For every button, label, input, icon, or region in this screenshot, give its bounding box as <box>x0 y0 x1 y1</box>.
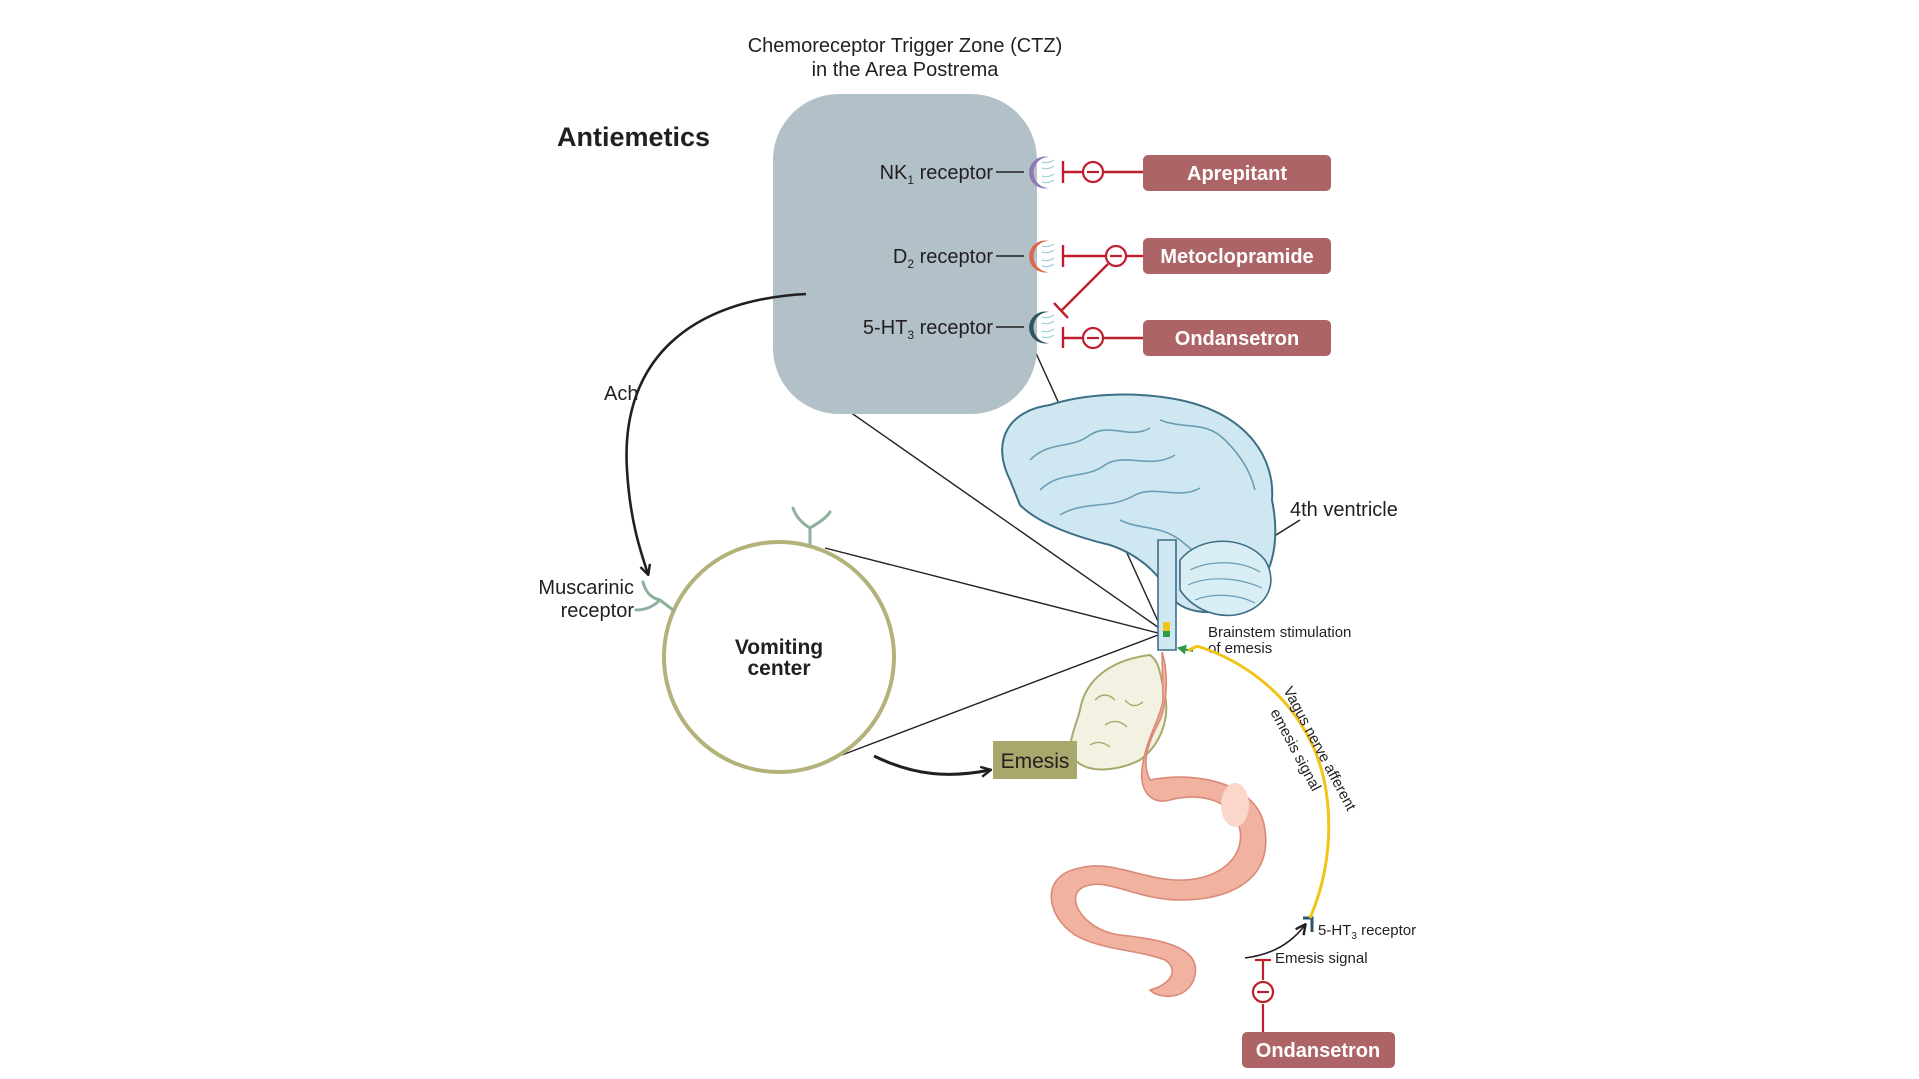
drug-metoclopramide: Metoclopramide <box>1143 238 1331 274</box>
ctz-box <box>773 94 1037 414</box>
emesis-signal-label: Emesis signal <box>1275 950 1368 967</box>
brainstem <box>1157 539 1177 651</box>
drug-ondansetron-gut: Ondansetron <box>1242 1032 1395 1068</box>
5ht3-receptor: 5-HT3 receptor <box>863 311 1055 344</box>
drug-ondansetron: Ondansetron <box>1143 320 1331 356</box>
vomiting-center-label-line1: Vomiting <box>735 636 823 659</box>
brain-illustration <box>1001 393 1277 651</box>
ach-label: Ach <box>604 383 638 405</box>
5ht3-receptor-icon <box>1029 311 1049 344</box>
gut-5ht3-receptor-icon <box>1303 916 1314 932</box>
emesis-arrow <box>873 754 990 774</box>
cerebellum <box>1179 540 1272 617</box>
drug-aprepitant-label: Aprepitant <box>1187 163 1287 185</box>
muscarinic-label-line1: Muscarinic <box>538 577 634 599</box>
stomach-highlight <box>1221 783 1249 827</box>
brainstem-stimulation-label-line1: Brainstem stimulation <box>1208 624 1351 641</box>
muscarinic-label-line2: receptor <box>561 600 635 622</box>
drug-aprepitant: Aprepitant <box>1143 155 1331 191</box>
drug-metoclopramide-label: Metoclopramide <box>1160 246 1313 268</box>
nk1-receptor-icon <box>1029 156 1049 189</box>
diagram-title-line2: in the Area Postrema <box>812 59 1000 81</box>
inhibition-lines <box>1053 161 1143 348</box>
gut-inhibition <box>1251 958 1275 1035</box>
emesis-box: Emesis <box>993 741 1077 779</box>
ach-arrow <box>625 292 807 574</box>
fourth-ventricle-label: 4th ventricle <box>1290 499 1398 521</box>
emesis-label: Emesis <box>1001 750 1070 773</box>
vagus-nerve-path <box>1187 645 1331 919</box>
diagram-title-line1: Chemoreceptor Trigger Zone (CTZ) <box>748 35 1063 57</box>
inhibit-minus-icons <box>1081 160 1128 350</box>
antiemetics-heading: Antiemetics <box>557 122 710 152</box>
nk1-receptor-label: NK1 receptor <box>880 162 994 187</box>
d2-receptor-icon <box>1029 240 1049 273</box>
gut-emesis-arrow <box>1244 925 1305 959</box>
drug-ondansetron-label: Ondansetron <box>1175 328 1299 350</box>
drug-ondansetron-gut-label: Ondansetron <box>1256 1040 1380 1062</box>
muscarinic-receptor-icon <box>634 506 832 612</box>
nk1-receptor: NK1 receptor <box>880 156 1055 189</box>
emetic-organ-illustration <box>1069 653 1168 771</box>
d2-receptor: D2 receptor <box>893 240 1055 273</box>
brainstem-stimulation-label-line2: of emesis <box>1208 640 1272 657</box>
vomiting-center-label-line2: center <box>747 657 810 680</box>
gi-tract-illustration <box>1050 651 1267 997</box>
area-postrema-marker <box>1163 622 1170 631</box>
d2-receptor-label: D2 receptor <box>893 246 993 271</box>
5ht3-receptor-label: 5-HT3 receptor <box>863 317 993 342</box>
vomiting-center-circle <box>662 540 896 774</box>
gut-5ht3-receptor-label: 5-HT3 receptor <box>1318 922 1416 942</box>
